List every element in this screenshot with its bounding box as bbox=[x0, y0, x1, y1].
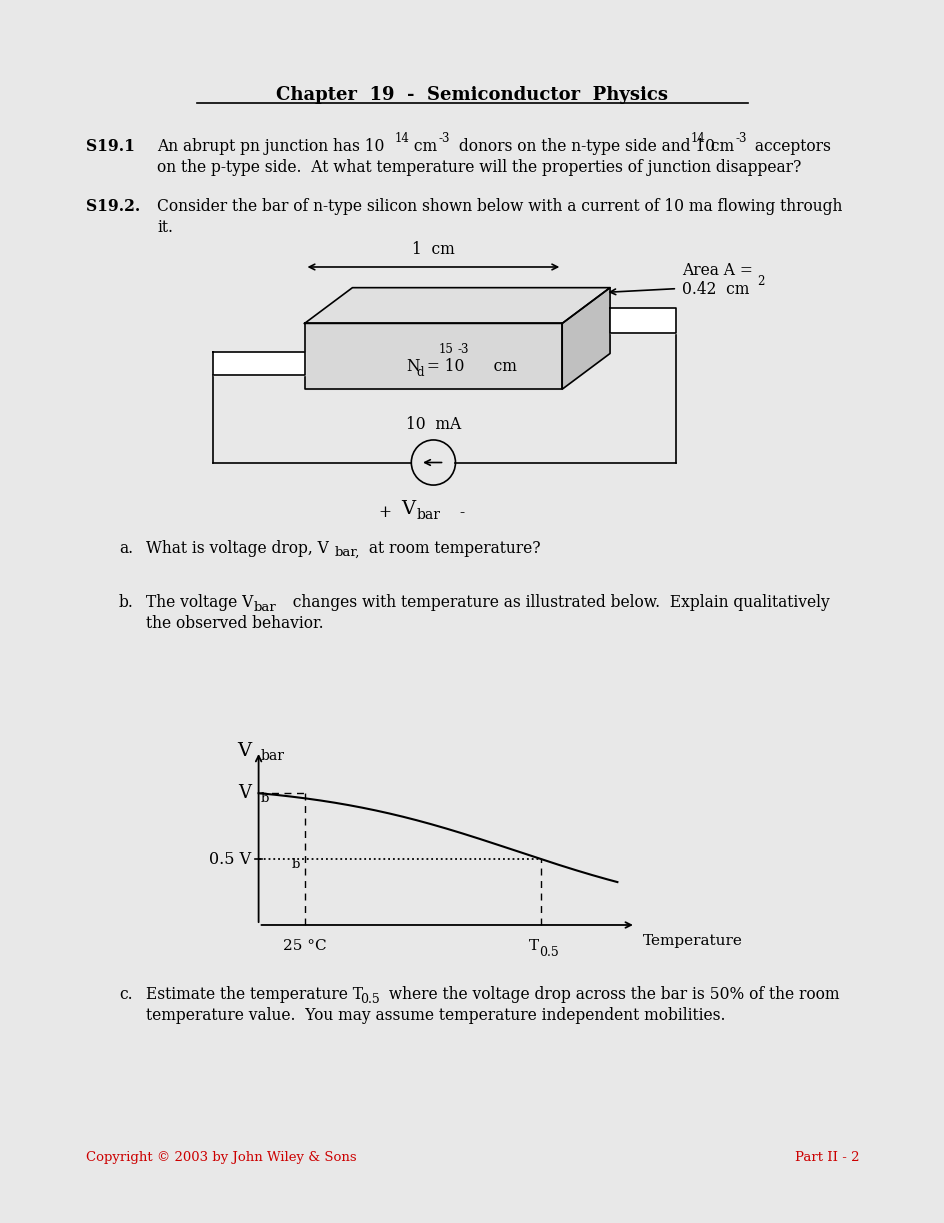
Text: acceptors: acceptors bbox=[750, 138, 830, 155]
Text: at room temperature?: at room temperature? bbox=[364, 539, 541, 556]
Text: What is voltage drop, V: What is voltage drop, V bbox=[146, 539, 329, 556]
Text: where the voltage drop across the bar is 50% of the room: where the voltage drop across the bar is… bbox=[383, 986, 838, 1003]
Polygon shape bbox=[304, 287, 610, 323]
Text: -: - bbox=[459, 504, 464, 521]
Text: the observed behavior.: the observed behavior. bbox=[146, 615, 324, 632]
Text: S19.2.: S19.2. bbox=[86, 198, 140, 215]
Text: +: + bbox=[378, 504, 391, 521]
Text: b.: b. bbox=[119, 594, 133, 612]
Text: 15: 15 bbox=[438, 344, 453, 356]
Text: temperature value.  You may assume temperature independent mobilities.: temperature value. You may assume temper… bbox=[146, 1007, 725, 1024]
Text: bar: bar bbox=[254, 600, 277, 614]
Polygon shape bbox=[562, 287, 610, 389]
Polygon shape bbox=[610, 308, 676, 333]
Text: 14: 14 bbox=[690, 132, 705, 144]
Text: b: b bbox=[292, 859, 300, 871]
Text: 25 °C: 25 °C bbox=[282, 939, 326, 953]
Text: The voltage V: The voltage V bbox=[146, 594, 254, 612]
Text: Part II - 2: Part II - 2 bbox=[794, 1151, 858, 1163]
Text: bar: bar bbox=[261, 750, 284, 763]
Text: T: T bbox=[529, 939, 539, 953]
Text: Copyright © 2003 by John Wiley & Sons: Copyright © 2003 by John Wiley & Sons bbox=[86, 1151, 356, 1163]
Text: Consider the bar of n-type silicon shown below with a current of 10 ma flowing t: Consider the bar of n-type silicon shown… bbox=[158, 198, 842, 215]
Text: Temperature: Temperature bbox=[643, 934, 742, 948]
Text: -3: -3 bbox=[438, 132, 450, 144]
Text: Chapter  19  -  Semiconductor  Physics: Chapter 19 - Semiconductor Physics bbox=[276, 86, 667, 104]
Text: An abrupt pn junction has 10: An abrupt pn junction has 10 bbox=[158, 138, 384, 155]
Text: d: d bbox=[416, 366, 424, 379]
Text: 0.5 V: 0.5 V bbox=[209, 850, 251, 867]
Text: donors on the n-type side and 10: donors on the n-type side and 10 bbox=[453, 138, 714, 155]
Text: Area A =: Area A = bbox=[681, 262, 751, 279]
Text: 0.5: 0.5 bbox=[539, 945, 559, 959]
Text: S19.1: S19.1 bbox=[86, 138, 134, 155]
Text: changes with temperature as illustrated below.  Explain qualitatively: changes with temperature as illustrated … bbox=[282, 594, 829, 612]
Polygon shape bbox=[304, 323, 562, 389]
Text: a.: a. bbox=[119, 539, 133, 556]
Text: cm: cm bbox=[409, 138, 437, 155]
Text: 10  mA: 10 mA bbox=[405, 416, 461, 433]
Text: V: V bbox=[237, 741, 251, 759]
Text: V: V bbox=[238, 784, 251, 802]
Text: 0.42  cm: 0.42 cm bbox=[681, 281, 749, 298]
Text: cm: cm bbox=[705, 138, 733, 155]
Text: c.: c. bbox=[119, 986, 132, 1003]
Text: bar,: bar, bbox=[334, 547, 360, 559]
Text: it.: it. bbox=[158, 219, 173, 236]
Text: b: b bbox=[261, 793, 268, 805]
Text: 2: 2 bbox=[756, 274, 764, 287]
Text: 0.5: 0.5 bbox=[360, 993, 379, 1005]
Text: V: V bbox=[401, 500, 414, 519]
Text: on the p-type side.  At what temperature will the properties of junction disappe: on the p-type side. At what temperature … bbox=[158, 159, 801, 176]
Text: N: N bbox=[405, 358, 419, 375]
Text: -3: -3 bbox=[457, 344, 468, 356]
Polygon shape bbox=[212, 351, 304, 375]
Text: 14: 14 bbox=[395, 132, 409, 144]
Text: Estimate the temperature T: Estimate the temperature T bbox=[146, 986, 363, 1003]
Text: 1  cm: 1 cm bbox=[412, 241, 454, 258]
Text: = 10      cm: = 10 cm bbox=[422, 358, 516, 375]
Text: bar: bar bbox=[416, 508, 440, 522]
Text: -3: -3 bbox=[734, 132, 746, 144]
